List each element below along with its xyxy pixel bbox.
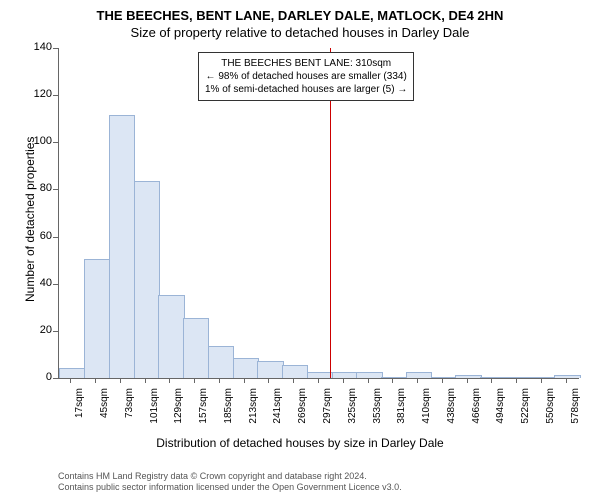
histogram-bar (356, 372, 382, 378)
histogram-bar (208, 346, 234, 378)
x-tick-label: 578sqm (570, 388, 581, 436)
histogram-bar (381, 377, 407, 378)
x-tick-label: 45sqm (99, 388, 110, 436)
histogram-bar (183, 318, 209, 378)
x-tick (318, 378, 319, 383)
x-tick (442, 378, 443, 383)
x-tick (70, 378, 71, 383)
x-tick (293, 378, 294, 383)
histogram-bar (134, 181, 160, 378)
x-tick-label: 325sqm (347, 388, 358, 436)
footer-attribution: Contains HM Land Registry data © Crown c… (58, 471, 402, 494)
x-tick (343, 378, 344, 383)
y-tick (53, 189, 58, 190)
x-tick-label: 241sqm (272, 388, 283, 436)
x-tick-label: 297sqm (322, 388, 333, 436)
annotation-line1: THE BEECHES BENT LANE: 310sqm (205, 57, 407, 70)
histogram-bar (282, 365, 308, 378)
histogram-bar (505, 377, 531, 378)
x-tick-label: 381sqm (396, 388, 407, 436)
x-tick-label: 438sqm (446, 388, 457, 436)
y-tick (53, 48, 58, 49)
x-tick (219, 378, 220, 383)
y-tick (53, 284, 58, 285)
x-tick-label: 185sqm (223, 388, 234, 436)
y-tick-label: 40 (22, 277, 52, 289)
x-tick (392, 378, 393, 383)
footer-line2: Contains public sector information licen… (58, 482, 402, 494)
histogram-bar (455, 375, 481, 378)
x-tick (268, 378, 269, 383)
chart-title-sub: Size of property relative to detached ho… (0, 23, 600, 40)
histogram-bar (257, 361, 283, 379)
x-tick (145, 378, 146, 383)
y-tick-label: 60 (22, 230, 52, 242)
x-tick-label: 410sqm (421, 388, 432, 436)
y-axis-label: Number of detached properties (23, 122, 37, 302)
x-tick-label: 213sqm (248, 388, 259, 436)
x-tick-label: 522sqm (520, 388, 531, 436)
y-tick (53, 95, 58, 96)
histogram-bar (332, 372, 358, 378)
x-tick (516, 378, 517, 383)
x-tick-label: 101sqm (149, 388, 160, 436)
y-tick (53, 142, 58, 143)
x-tick (491, 378, 492, 383)
x-axis-label: Distribution of detached houses by size … (0, 436, 600, 450)
histogram-bar (84, 259, 110, 378)
x-tick (169, 378, 170, 383)
histogram-bar (59, 368, 85, 378)
x-tick-label: 550sqm (545, 388, 556, 436)
y-tick-label: 100 (22, 135, 52, 147)
annotation-line3: 1% of semi-detached houses are larger (5… (205, 83, 407, 96)
y-tick (53, 331, 58, 332)
y-tick (53, 378, 58, 379)
chart-container: THE BEECHES, BENT LANE, DARLEY DALE, MAT… (0, 0, 600, 500)
histogram-bar (109, 115, 135, 378)
y-tick (53, 237, 58, 238)
x-tick-label: 353sqm (372, 388, 383, 436)
x-tick-label: 466sqm (471, 388, 482, 436)
y-tick-label: 140 (22, 41, 52, 53)
x-tick (194, 378, 195, 383)
x-tick (244, 378, 245, 383)
chart-title-main: THE BEECHES, BENT LANE, DARLEY DALE, MAT… (0, 0, 600, 23)
y-tick-label: 0 (22, 371, 52, 383)
x-tick (541, 378, 542, 383)
x-tick-label: 157sqm (198, 388, 209, 436)
x-tick (120, 378, 121, 383)
x-tick (467, 378, 468, 383)
x-tick-label: 73sqm (124, 388, 135, 436)
x-tick-label: 494sqm (495, 388, 506, 436)
histogram-bar (554, 375, 580, 378)
x-tick-label: 129sqm (173, 388, 184, 436)
annotation-box: THE BEECHES BENT LANE: 310sqm← 98% of de… (198, 52, 414, 101)
x-tick-label: 269sqm (297, 388, 308, 436)
histogram-bar (233, 358, 259, 378)
histogram-bar (158, 295, 184, 379)
y-tick-label: 80 (22, 182, 52, 194)
x-tick (566, 378, 567, 383)
histogram-bar (480, 377, 506, 378)
x-tick-label: 17sqm (74, 388, 85, 436)
x-tick (368, 378, 369, 383)
histogram-bar (431, 377, 457, 378)
x-tick (95, 378, 96, 383)
annotation-line2: ← 98% of detached houses are smaller (33… (205, 70, 407, 83)
y-tick-label: 120 (22, 88, 52, 100)
histogram-bar (530, 377, 556, 378)
footer-line1: Contains HM Land Registry data © Crown c… (58, 471, 402, 483)
x-tick (417, 378, 418, 383)
y-tick-label: 20 (22, 324, 52, 336)
histogram-bar (406, 372, 432, 378)
